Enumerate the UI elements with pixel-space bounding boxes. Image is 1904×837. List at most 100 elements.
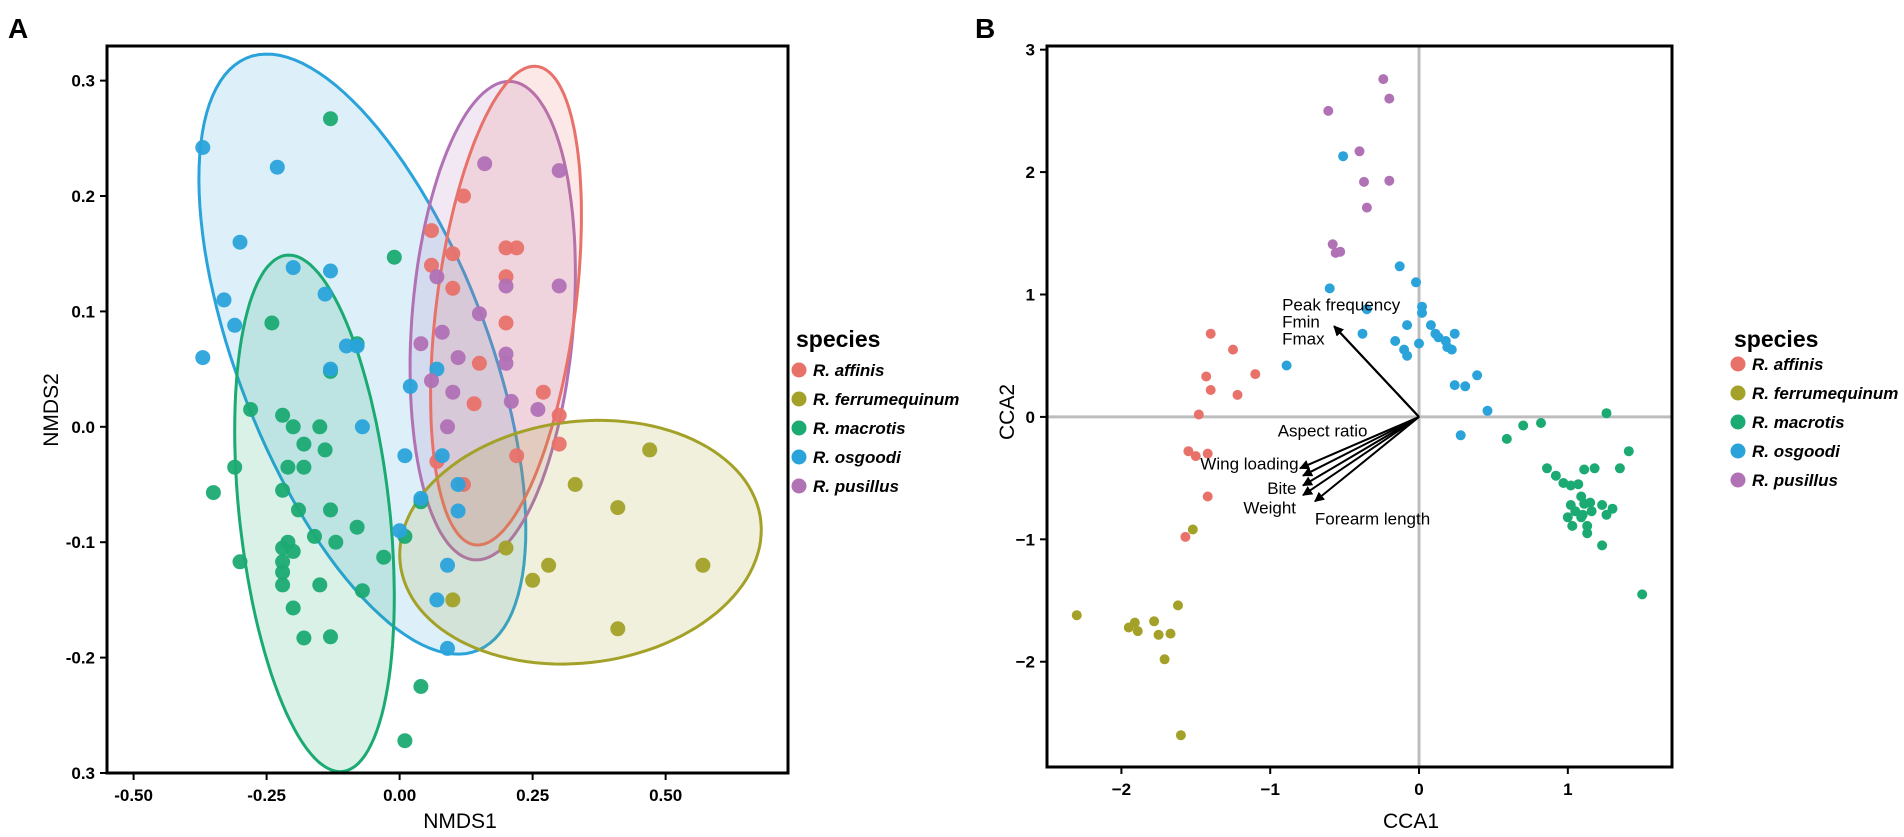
- point-r-pusillus: [498, 355, 514, 371]
- point-r-osgoodi: [1414, 338, 1424, 349]
- point-r-pusillus: [424, 373, 439, 389]
- point-r-pusillus: [440, 419, 455, 435]
- point-r-macrotis: [386, 249, 402, 265]
- point-r-affinis: [471, 355, 487, 371]
- point-r-osgoodi: [317, 286, 333, 302]
- point-r-ferrumequinum: [1132, 626, 1143, 637]
- y-tick-label: -0.2: [66, 649, 95, 668]
- ellipse-r-macrotis: [233, 253, 396, 773]
- point-r-affinis: [466, 396, 482, 412]
- point-r-macrotis: [291, 502, 306, 518]
- legend-label-r-macrotis: R. macrotis: [1752, 413, 1845, 432]
- point-r-macrotis: [1585, 497, 1596, 508]
- point-r-osgoodi: [1411, 277, 1421, 288]
- point-r-macrotis: [1582, 520, 1593, 531]
- x-tick-label: 0.25: [516, 786, 549, 805]
- point-r-osgoodi: [1402, 350, 1413, 361]
- legend-key-r-osgoodi: [791, 449, 807, 465]
- x-tick-label: −1: [1261, 780, 1280, 799]
- arrow-label-wing-loading: Wing loading: [1200, 455, 1298, 474]
- point-r-macrotis: [227, 459, 243, 475]
- point-r-osgoodi: [1449, 328, 1460, 339]
- point-r-macrotis: [285, 600, 301, 616]
- point-r-affinis: [509, 448, 525, 464]
- point-r-affinis: [1232, 389, 1243, 400]
- point-r-macrotis: [323, 629, 338, 645]
- point-r-ferrumequinum: [541, 557, 557, 573]
- point-r-macrotis: [312, 577, 328, 593]
- point-r-macrotis: [264, 315, 280, 331]
- point-r-macrotis: [1501, 433, 1512, 444]
- y-tick-label: -0.1: [66, 533, 95, 552]
- point-r-ferrumequinum: [1071, 610, 1082, 621]
- x-tick-label: 1: [1563, 780, 1572, 799]
- point-r-osgoodi: [402, 378, 418, 394]
- point-r-pusillus: [1359, 176, 1369, 187]
- point-r-ferrumequinum: [567, 477, 583, 492]
- legend-key-r-macrotis: [791, 420, 807, 436]
- point-r-osgoodi: [1430, 328, 1441, 339]
- point-r-osgoodi: [338, 338, 354, 354]
- legend-label-r-affinis: R. affinis: [813, 361, 884, 380]
- point-r-macrotis: [1562, 512, 1573, 523]
- nmds-plot: -0.50 -0.25 0.00 0.25 0.50 0.3 0.2 0.1 0.0 -0.1 -…: [40, 44, 959, 833]
- cca-legend-title: species: [1734, 326, 1818, 352]
- arrow-label-weight: Weight: [1243, 499, 1296, 518]
- point-r-macrotis: [243, 402, 259, 417]
- arrow-wing-loading: [1302, 416, 1420, 477]
- arrow-label-peak-frequency: Peak frequency: [1282, 295, 1401, 314]
- point-r-macrotis: [349, 519, 365, 535]
- panel-label-a: A: [8, 13, 28, 44]
- arrow-weight: [1302, 416, 1420, 497]
- x-tick-label: -0.50: [114, 786, 153, 805]
- point-r-macrotis: [323, 502, 338, 518]
- arrow-label-forearm-length: Forearm length: [1315, 510, 1430, 529]
- point-r-pusillus: [413, 336, 429, 352]
- point-r-affinis: [498, 240, 514, 256]
- legend-key-r-affinis: [1730, 356, 1746, 372]
- y-tick-label: 1: [1026, 285, 1035, 304]
- point-r-macrotis: [307, 528, 322, 544]
- point-r-affinis: [1190, 451, 1201, 462]
- point-r-macrotis: [1565, 480, 1576, 491]
- cca-legend: species R. affinis R. ferrumequinum R. mac…: [1730, 326, 1898, 490]
- point-r-pusillus: [503, 393, 519, 409]
- arrow-label-aspect-ratio: Aspect ratio: [1278, 422, 1368, 441]
- point-r-pusillus: [1384, 93, 1395, 104]
- nmds-y-axis-title: NMDS2: [40, 373, 63, 447]
- point-r-macrotis: [1576, 512, 1587, 523]
- point-r-macrotis: [1637, 589, 1648, 600]
- point-r-pusillus: [1323, 105, 1334, 116]
- point-r-macrotis: [413, 679, 429, 694]
- point-r-pusillus: [477, 156, 493, 172]
- point-r-macrotis: [296, 459, 312, 475]
- point-r-ferrumequinum: [1153, 629, 1164, 640]
- point-r-affinis: [1202, 491, 1213, 502]
- point-r-osgoodi: [434, 448, 450, 464]
- point-r-pusillus: [1327, 239, 1338, 250]
- point-r-osgoodi: [1324, 283, 1335, 294]
- point-r-ferrumequinum: [1187, 524, 1198, 535]
- point-r-osgoodi: [450, 503, 466, 519]
- legend-key-r-affinis: [791, 362, 807, 378]
- point-r-macrotis: [1601, 408, 1612, 419]
- arrow-fmax: [1333, 325, 1420, 418]
- arrow-label-bite: Bite: [1267, 479, 1296, 498]
- y-tick-label: 2: [1026, 163, 1035, 182]
- point-r-macrotis: [328, 534, 344, 550]
- point-r-ferrumequinum: [1165, 628, 1176, 639]
- point-r-ferrumequinum: [498, 540, 514, 556]
- point-r-pusillus: [1378, 74, 1389, 85]
- point-r-macrotis: [1607, 503, 1618, 514]
- nmds-legend: species R. affinis R. ferrumequinum R. mac…: [791, 326, 959, 496]
- nmds-ellipse-layer: [197, 52, 763, 773]
- point-r-macrotis: [205, 485, 221, 501]
- point-r-osgoodi: [1338, 151, 1349, 162]
- point-r-ferrumequinum: [445, 592, 461, 608]
- point-r-macrotis: [280, 459, 296, 475]
- nmds-x-axis: -0.50 -0.25 0.00 0.25 0.50: [114, 773, 682, 805]
- point-r-macrotis: [296, 436, 312, 452]
- legend-label-r-pusillus: R. pusillus: [1752, 471, 1838, 490]
- point-r-osgoodi: [1449, 380, 1460, 391]
